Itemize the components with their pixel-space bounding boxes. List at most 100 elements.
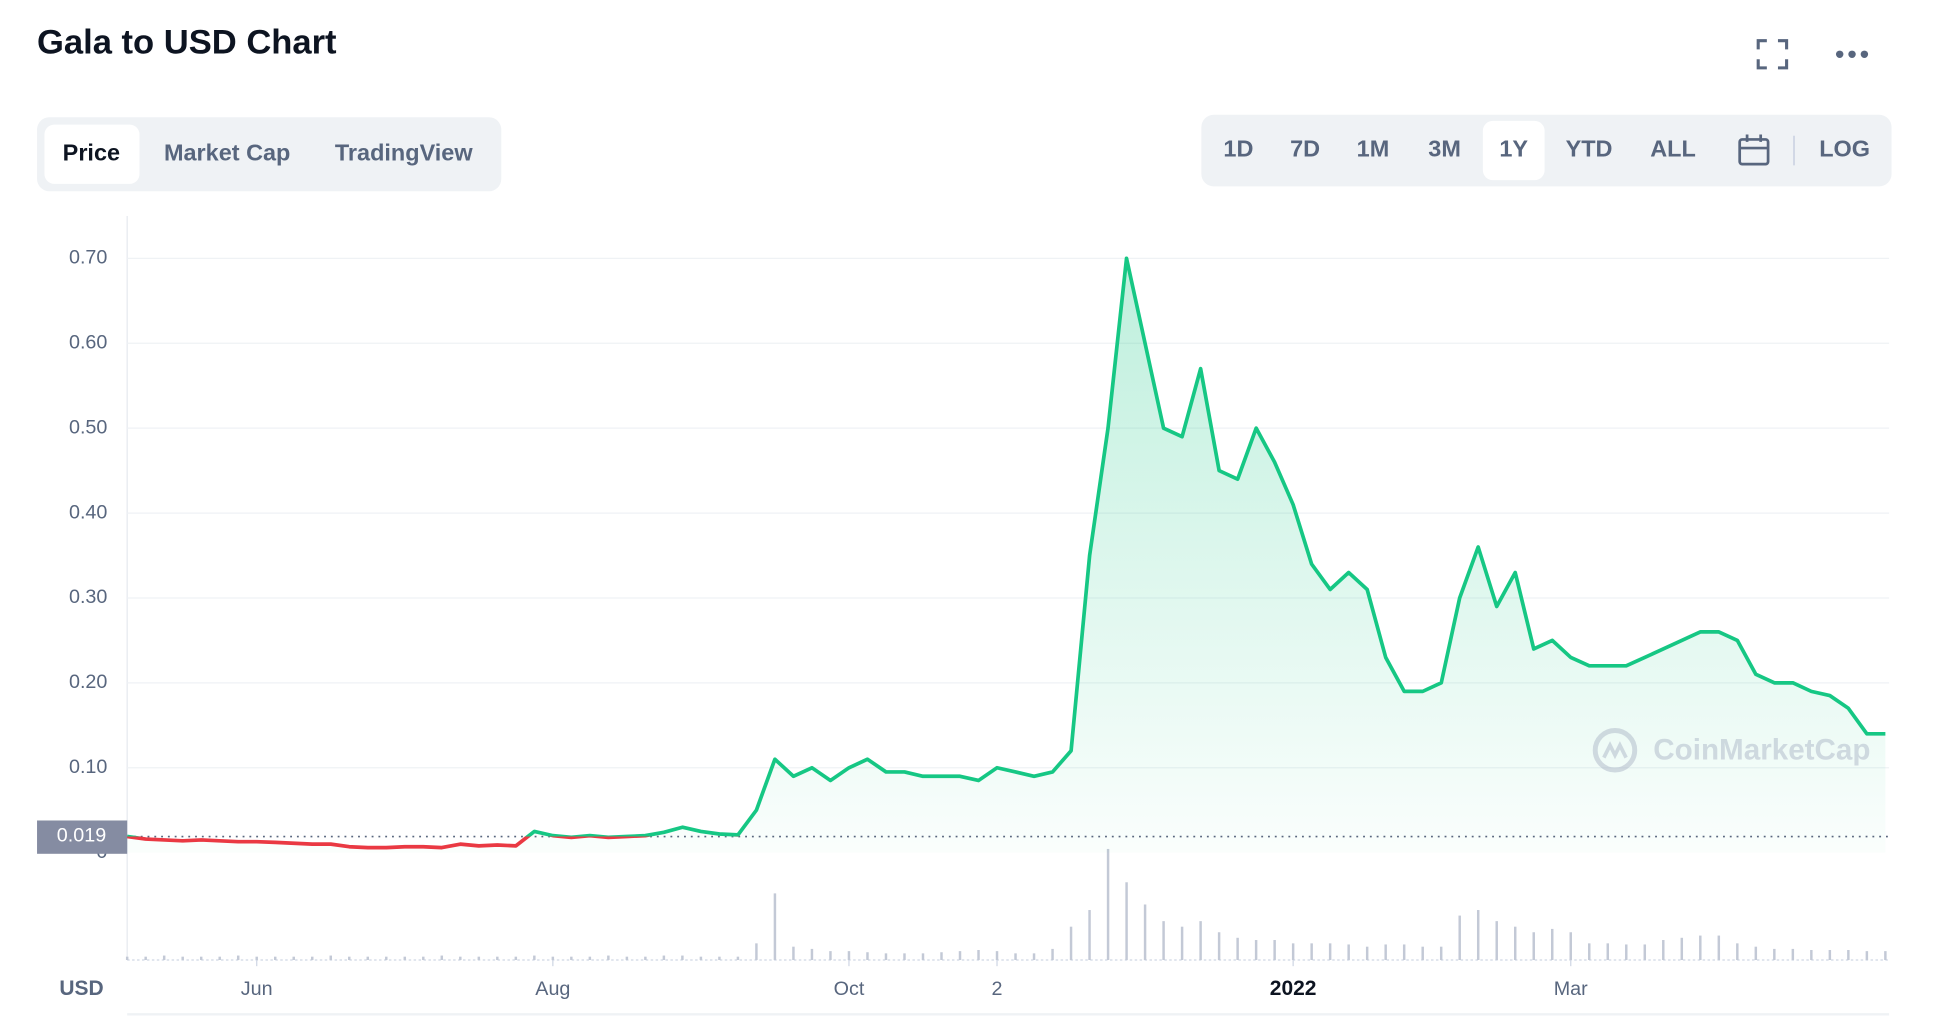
volume-bar	[773, 893, 777, 961]
volume-bar	[311, 956, 314, 961]
range-button[interactable]: ALL	[1650, 136, 1696, 162]
volume-bar	[1810, 950, 1813, 961]
chart-layer: 00.100.200.300.400.500.600.700.019JunAug…	[37, 247, 1890, 1000]
range-button[interactable]: 1M	[1357, 136, 1390, 162]
tab-button[interactable]: Price	[63, 139, 120, 165]
x-tick-label: Aug	[535, 978, 570, 1000]
range-button[interactable]: 7D	[1290, 136, 1320, 162]
volume-bar	[1439, 946, 1443, 961]
x-tick-label: Jun	[241, 978, 273, 1000]
range-group	[1201, 114, 1892, 187]
volume-bar	[736, 956, 740, 961]
volume-bar	[958, 951, 962, 961]
volume-bar	[699, 956, 703, 961]
fullscreen-icon[interactable]	[1756, 39, 1789, 70]
calendar-icon[interactable]	[1738, 134, 1770, 166]
volume-bar	[1773, 948, 1776, 961]
volume-bar	[1551, 928, 1554, 961]
y-tick-label: 0.10	[69, 756, 107, 778]
volume-bar	[810, 948, 814, 961]
y-tick-label: 0.40	[69, 501, 107, 523]
volume-bar	[1273, 940, 1276, 961]
volume-bar	[1791, 948, 1795, 961]
tab-group	[37, 117, 502, 192]
y-tick-label: 0.60	[69, 332, 107, 354]
more-icon[interactable]	[1835, 50, 1869, 58]
volume-bar	[588, 956, 592, 961]
volume-bar	[422, 956, 425, 961]
volume-bar	[1662, 940, 1665, 961]
volume-bar	[625, 956, 629, 961]
active-tab	[44, 124, 140, 184]
volume-bar	[1847, 950, 1850, 961]
volume-bar	[1625, 944, 1628, 961]
volume-bar	[551, 956, 555, 961]
volume-bar	[681, 955, 684, 961]
volume-bar	[847, 951, 851, 961]
range-button[interactable]: 1Y	[1499, 136, 1528, 162]
volume-bar	[1088, 910, 1091, 961]
volume-bar	[1328, 943, 1332, 961]
watermark: CoinMarketCap	[1592, 728, 1870, 773]
volume-bar	[1495, 921, 1498, 961]
volume-bar	[1476, 910, 1480, 961]
volume-bar	[1569, 932, 1572, 961]
volume-bar	[125, 956, 129, 961]
volume-bar	[1384, 944, 1387, 961]
volume-bar	[1717, 935, 1721, 961]
range-button[interactable]: 1D	[1223, 136, 1253, 162]
volume-bar	[1254, 940, 1258, 961]
volume-bar	[903, 953, 906, 961]
volume-bar	[292, 956, 295, 961]
volume-bar	[921, 953, 925, 961]
volume-bar	[829, 951, 832, 961]
volume-bar	[385, 956, 388, 961]
volume-bar	[1458, 915, 1461, 961]
volume-bar	[348, 956, 351, 961]
reference-badge	[37, 820, 128, 854]
volume-bar	[940, 952, 943, 961]
x-tick-label: Oct	[834, 978, 865, 1000]
volume-bar	[1032, 953, 1036, 961]
volume-bar	[440, 955, 444, 961]
volume-bar	[1365, 946, 1369, 961]
volume-bar	[1051, 948, 1054, 961]
active-range	[1482, 120, 1545, 181]
volume-bar	[1217, 932, 1221, 961]
volume-bar	[977, 950, 980, 961]
x-tick-label: 2022	[1270, 977, 1317, 1000]
volume-bar	[1865, 951, 1869, 961]
y-tick-label: 0.30	[69, 586, 107, 608]
tab-button[interactable]: Market Cap	[164, 139, 290, 165]
volume-bar	[1513, 926, 1517, 961]
volume-bar	[1106, 848, 1110, 961]
volume-bar	[1588, 943, 1591, 961]
volume-bar	[718, 956, 721, 961]
price-line	[126, 256, 1886, 850]
volume-bar	[496, 956, 499, 961]
range-button[interactable]: 3M	[1428, 136, 1461, 162]
reference-label: 0.019	[57, 825, 106, 847]
log-button[interactable]: LOG	[1819, 136, 1870, 162]
volume-bar	[162, 955, 166, 961]
volume-bar	[644, 956, 647, 961]
volume-bar	[1606, 943, 1610, 961]
volume-bar	[1532, 932, 1535, 961]
volume-bar	[1884, 951, 1887, 961]
volume-bar	[218, 956, 221, 961]
volume-bar	[1143, 904, 1147, 961]
volume-bar	[1347, 944, 1350, 961]
tab-button[interactable]: TradingView	[335, 139, 473, 165]
volume-bar	[884, 953, 888, 961]
volume-bar	[662, 955, 666, 961]
volume-bar	[1736, 943, 1739, 961]
volume-bar	[1069, 926, 1073, 961]
volume-bar	[1199, 921, 1202, 961]
range-button[interactable]: YTD	[1566, 136, 1613, 162]
volume-bar	[477, 956, 481, 961]
volume-bar	[144, 956, 147, 961]
volume-bar	[366, 956, 370, 961]
price-area	[127, 258, 1886, 853]
volume-bar	[273, 956, 277, 961]
